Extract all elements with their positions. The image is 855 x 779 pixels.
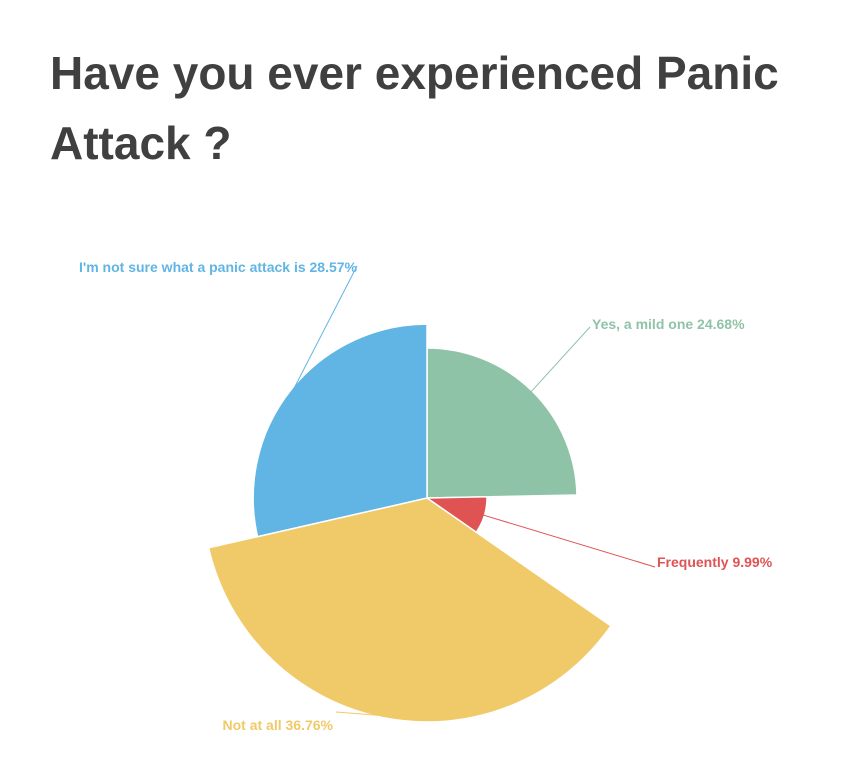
slice-label: I'm not sure what a panic attack is 28.5… [79, 259, 358, 275]
pie-slice[interactable] [252, 323, 428, 538]
leader-line [335, 711, 385, 717]
leader-line [530, 326, 591, 393]
page-title: Have you ever experienced Panic Attack ? [50, 47, 779, 169]
pie-slice[interactable] [426, 347, 578, 499]
leader-line [482, 514, 656, 568]
slice-label: Not at all 36.76% [223, 717, 334, 733]
leader-line [292, 265, 358, 392]
pie-slice[interactable] [207, 497, 612, 723]
slice-label: Frequently 9.99% [657, 554, 773, 570]
slice-label: Yes, a mild one 24.68% [592, 316, 745, 332]
